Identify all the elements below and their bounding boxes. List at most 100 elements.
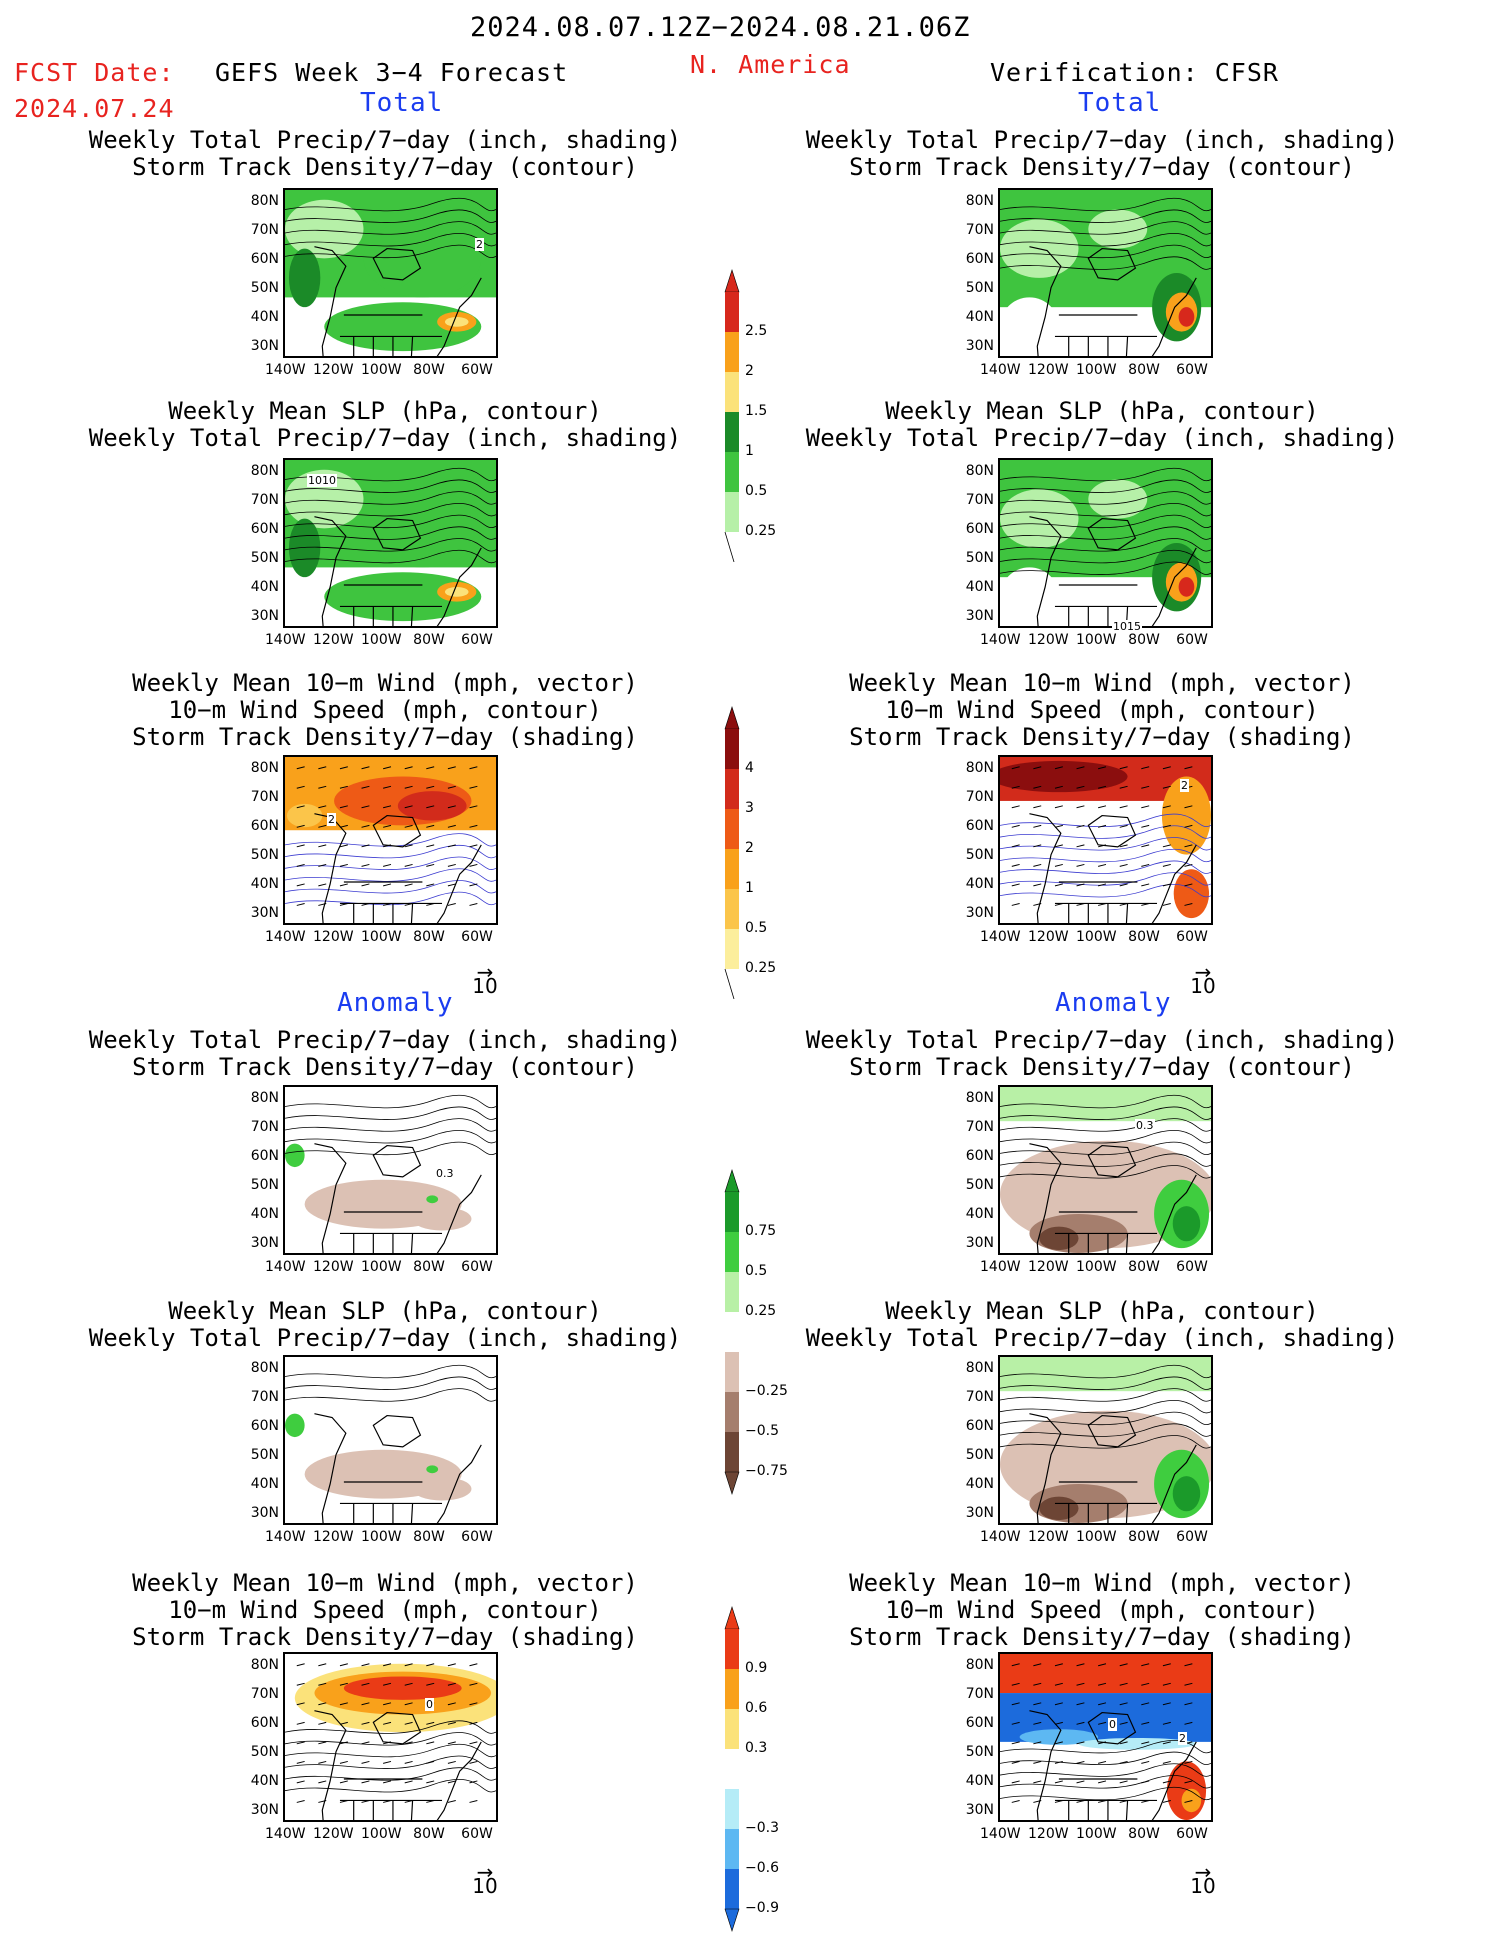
map-boundary xyxy=(339,584,443,608)
wind-vector xyxy=(318,1780,327,1784)
lon-label: 100W xyxy=(361,632,402,648)
contour-line xyxy=(1000,197,1211,212)
colorbar-label: 0.3 xyxy=(745,1740,768,1756)
wind-vector xyxy=(318,863,327,867)
wind-vector xyxy=(426,863,435,867)
panel-title-gefs-total-slp: Weekly Mean SLP (hPa, contour) Weekly To… xyxy=(35,398,735,452)
lon-label: 120W xyxy=(313,929,354,945)
lat-label: 40N xyxy=(250,1476,279,1492)
map-boundary xyxy=(436,1444,482,1523)
contour-line xyxy=(1000,837,1211,851)
title-line: Weekly Mean SLP (hPa, contour) xyxy=(168,1297,602,1325)
wind-vector xyxy=(1184,1780,1193,1784)
lat-label: 60N xyxy=(965,1715,994,1731)
contour-line xyxy=(285,1141,496,1156)
contour-line xyxy=(1000,1141,1211,1156)
colorbar-segment xyxy=(725,1629,739,1669)
wind-vector xyxy=(1141,1721,1150,1725)
shading-region xyxy=(286,803,323,828)
contour-label: 2 xyxy=(475,238,484,251)
colorbar-label: −0.9 xyxy=(745,1900,779,1916)
colorbar-label: 4 xyxy=(745,760,754,776)
wind-vector xyxy=(1162,1663,1171,1667)
contour-line xyxy=(1000,813,1211,828)
lat-label: 80N xyxy=(250,1090,279,1106)
lat-label: 70N xyxy=(250,789,279,805)
contour-line xyxy=(285,1767,496,1781)
wind-vector xyxy=(404,824,413,828)
lon-label: 120W xyxy=(1028,1529,1069,1545)
wind-vector xyxy=(383,1721,392,1725)
wind-vector xyxy=(318,883,327,887)
wind-vector xyxy=(1054,844,1063,848)
wind-vector xyxy=(1011,1682,1020,1686)
lon-label: 120W xyxy=(313,632,354,648)
wind-vector xyxy=(469,863,478,867)
wind-vector xyxy=(318,1702,327,1706)
lat-label: 50N xyxy=(250,1744,279,1760)
wind-vector xyxy=(447,1760,456,1764)
lon-label: 60W xyxy=(1176,362,1208,378)
wind-vector xyxy=(1119,824,1128,828)
map-boundary xyxy=(372,247,422,281)
contour-line xyxy=(285,209,496,223)
colorbar-label: −0.3 xyxy=(745,1820,779,1836)
wind-vector xyxy=(1141,844,1150,848)
lat-label: 50N xyxy=(965,280,994,296)
colorbar-label: 2 xyxy=(745,840,754,856)
map-boundary xyxy=(1054,584,1158,608)
lat-label: 70N xyxy=(965,1389,994,1405)
colorbar-label: −0.5 xyxy=(745,1423,779,1439)
colorbar-label: 2 xyxy=(745,363,754,379)
lat-label: 60N xyxy=(250,1148,279,1164)
wind-vector xyxy=(1141,863,1150,867)
contour-label: 0.3 xyxy=(435,1167,455,1180)
colorbar-segment xyxy=(725,929,739,969)
wind-vector xyxy=(1033,1702,1042,1706)
wind-vector xyxy=(1033,785,1042,789)
lat-label: 60N xyxy=(965,521,994,537)
wind-vector xyxy=(1054,824,1063,828)
contour-line xyxy=(285,244,496,259)
lon-label: 80W xyxy=(1128,929,1160,945)
title-line: Weekly Mean 10−m Wind (mph, vector) xyxy=(849,1569,1355,1597)
wind-vector xyxy=(383,766,392,770)
wind-vector xyxy=(361,1682,370,1686)
wind-vector xyxy=(447,1741,456,1745)
wind-vector xyxy=(339,1682,348,1686)
wind-vector xyxy=(404,1760,413,1764)
wind-vector xyxy=(426,766,435,770)
lat-label: 50N xyxy=(250,280,279,296)
wind-vector xyxy=(1119,1682,1128,1686)
map-canvas xyxy=(285,1654,496,1820)
panel-title-cfsr-total-wind: Weekly Mean 10−m Wind (mph, vector) 10−m… xyxy=(752,670,1452,751)
lat-label: 60N xyxy=(250,251,279,267)
map-boundary xyxy=(339,881,443,905)
map-boundary xyxy=(1029,246,1062,356)
wind-vector xyxy=(426,785,435,789)
wind-vector xyxy=(1141,1682,1150,1686)
wind-vector xyxy=(383,1682,392,1686)
colorbar-segment xyxy=(725,1352,739,1392)
colorbar-storm_total xyxy=(724,706,740,999)
contour-line xyxy=(1000,1153,1211,1167)
contour-line xyxy=(1000,1763,1211,1777)
wind-vector xyxy=(318,1721,327,1725)
wind-vector xyxy=(1033,766,1042,770)
wind-vector xyxy=(361,1721,370,1725)
lon-label: 60W xyxy=(1176,1826,1208,1842)
wind-vector xyxy=(1054,1721,1063,1725)
wind-vector xyxy=(361,824,370,828)
wind-vector xyxy=(361,785,370,789)
wind-vector xyxy=(404,1663,413,1667)
map-boundary xyxy=(436,844,482,923)
wind-vector xyxy=(1162,1799,1171,1803)
wind-vector xyxy=(1033,844,1042,848)
wind-vector xyxy=(1033,1682,1042,1686)
map-boundary xyxy=(1151,1444,1197,1523)
wind-vector xyxy=(318,766,327,770)
wind-vector xyxy=(404,1741,413,1745)
wind-vector xyxy=(404,863,413,867)
wind-vector xyxy=(296,1780,305,1784)
lat-label: 60N xyxy=(250,521,279,537)
